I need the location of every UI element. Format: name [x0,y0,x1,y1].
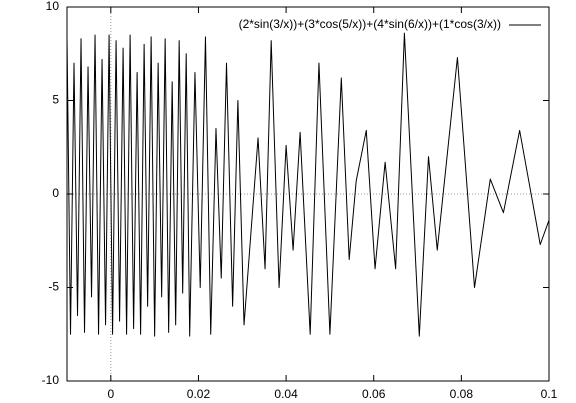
series-line [66,32,550,337]
x-tick-label: 0.08 [450,387,474,401]
y-tick-label: 10 [46,0,60,13]
y-tick-label: -10 [42,373,60,387]
plot-frame [66,6,550,382]
y-tick-label: 5 [52,93,59,107]
legend-label: (2*sin(3/x))+(3*cos(5/x))+(4*sin(6/x))+(… [239,17,501,31]
x-tick-label: 0.04 [274,387,298,401]
x-tick-label: 0.02 [187,387,211,401]
x-tick-label: 0.1 [541,387,558,401]
x-tick-label: 0 [107,387,114,401]
y-tick-label: -5 [48,280,59,294]
y-tick-label: 0 [52,186,59,200]
x-tick-label: 0.06 [362,387,386,401]
